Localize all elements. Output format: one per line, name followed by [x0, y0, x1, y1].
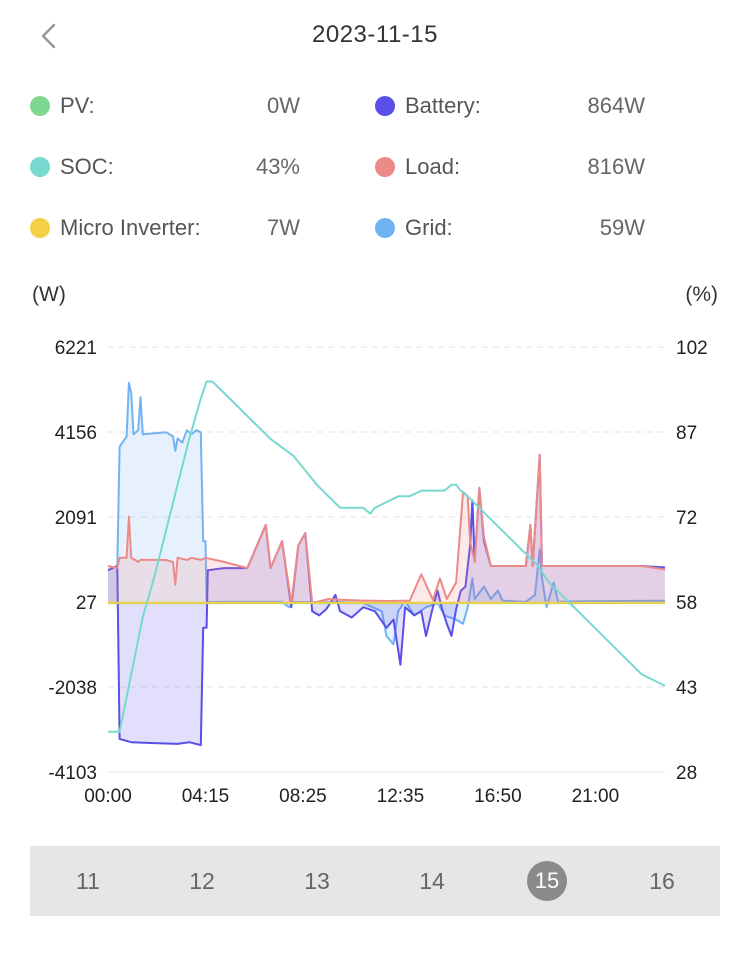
load-series-line	[107, 453, 666, 605]
legend-item-grid: Grid: 59W	[375, 208, 645, 248]
day-label: 13	[304, 867, 330, 894]
day-11[interactable]: 11	[58, 846, 118, 916]
day-14[interactable]: 14	[402, 846, 462, 916]
day-13[interactable]: 13	[287, 846, 347, 916]
back-button[interactable]	[28, 16, 68, 56]
right-tick-label: 28	[676, 763, 697, 784]
right-axis-unit: (%)	[685, 283, 718, 306]
selected-day-indicator: 15	[527, 861, 567, 901]
right-tick-label: 43	[676, 678, 697, 699]
x-tick-label: 16:50	[474, 786, 522, 807]
left-axis-unit: (W)	[32, 283, 66, 306]
x-tick-label: 08:25	[279, 786, 327, 807]
day-label: 15	[534, 868, 560, 893]
legend-label: Load:	[405, 154, 461, 179]
left-tick-label: 6221	[55, 338, 97, 359]
page-title: 2023-11-15	[312, 21, 438, 48]
legend-label: Micro Inverter:	[60, 215, 201, 240]
header: 2023-11-15	[0, 0, 750, 72]
legend-value: 7W	[267, 215, 300, 240]
day-label: 12	[189, 867, 215, 894]
legend-value: 864W	[587, 93, 645, 118]
legend-label: PV:	[60, 93, 95, 118]
right-tick-label: 87	[676, 423, 697, 444]
soc-series-line	[108, 380, 666, 733]
left-tick-label: -4103	[48, 763, 97, 784]
grid-dot-icon	[375, 218, 395, 238]
battery-area	[108, 454, 665, 746]
right-tick-label: 58	[676, 593, 697, 614]
left-tick-label: -2038	[48, 678, 97, 699]
legend-label: SOC:	[60, 154, 114, 179]
load-dot-icon	[375, 157, 395, 177]
day-15[interactable]: 15	[517, 846, 577, 916]
left-tick-label: 4156	[55, 423, 97, 444]
day-16[interactable]: 16	[632, 846, 692, 916]
legend-value: 816W	[587, 154, 645, 179]
legend-item-soc: SOC: 43%	[30, 147, 300, 187]
battery-dot-icon	[375, 96, 395, 116]
legend-value: 59W	[599, 215, 645, 240]
day-label: 14	[419, 867, 445, 894]
legend-value: 43%	[255, 154, 300, 179]
left-tick-label: 27	[76, 593, 97, 614]
pv-dot-icon	[30, 96, 50, 116]
power-chart-svg: (W) (%) 6221 102 4156 87 2091 72 27 58 -2038 43 -4…	[32, 283, 718, 807]
x-tick-label: 00:00	[84, 786, 132, 807]
legend-item-micro-inverter: Micro Inverter: 7W	[30, 208, 300, 248]
day-label: 11	[76, 867, 100, 894]
x-tick-label: 21:00	[572, 786, 620, 807]
right-tick-label: 102	[676, 338, 708, 359]
chevron-left-icon	[41, 23, 56, 49]
legend-item-pv: PV: 0W	[30, 86, 300, 126]
legend-item-battery: Battery: 864W	[375, 86, 645, 126]
legend-label: Battery:	[405, 93, 481, 118]
day-selector: 11 12 13 14 15 16	[30, 846, 720, 916]
legend-value: 0W	[267, 93, 300, 118]
day-label: 16	[649, 867, 675, 894]
x-tick-label: 12:35	[377, 786, 425, 807]
day-12[interactable]: 12	[172, 846, 232, 916]
legend: PV: 0W Battery: 864W SOC: 43% Load: 816W…	[0, 76, 750, 256]
soc-dot-icon	[30, 157, 50, 177]
legend-label: Grid:	[405, 215, 453, 240]
legend-item-load: Load: 816W	[375, 147, 645, 187]
x-tick-label: 04:15	[182, 786, 230, 807]
left-tick-label: 2091	[55, 508, 97, 529]
right-tick-label: 72	[676, 508, 697, 529]
power-chart[interactable]: (W) (%) 6221 102 4156 87 2091 72 27 58 -2038 43 -4…	[0, 270, 750, 820]
micro-inverter-dot-icon	[30, 218, 50, 238]
